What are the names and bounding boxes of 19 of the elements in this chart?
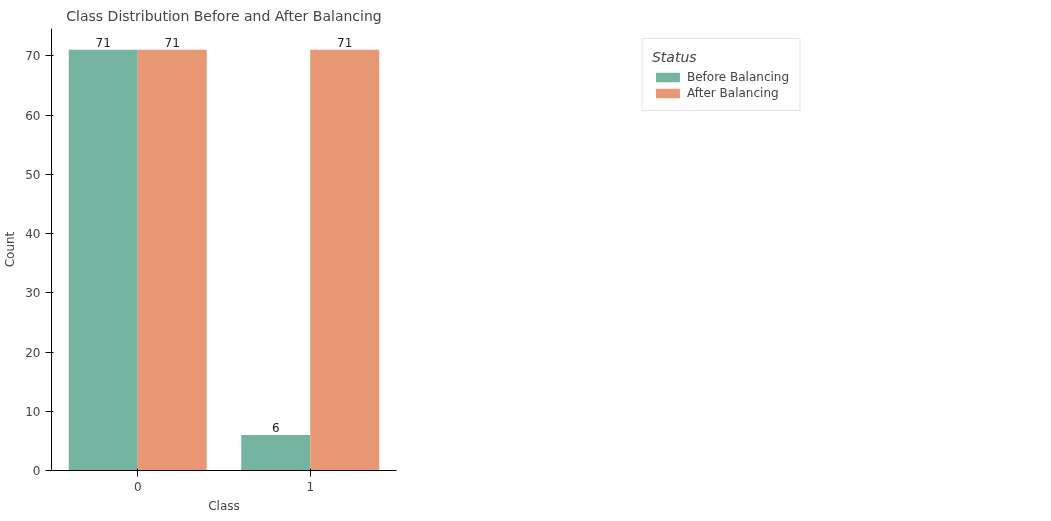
y-tick-label: 40 — [25, 227, 41, 241]
data-label: 6 — [271, 420, 280, 435]
y-tick-label: 20 — [25, 345, 41, 360]
y-tick-label: 70 — [25, 49, 41, 64]
y-tick-label: 10 — [25, 404, 41, 419]
x-axis-title: Class — [208, 498, 240, 513]
data-label: 71 — [95, 35, 111, 50]
y-tick-label: 0 — [32, 464, 41, 478]
y-tick-label: 60 — [25, 108, 41, 123]
x-tick-label: 1 — [306, 479, 315, 494]
data-label: 71 — [164, 35, 180, 50]
data-label: 71 — [337, 35, 353, 50]
y-axis-title: Count — [3, 231, 18, 268]
y-tick-label: 30 — [25, 286, 41, 301]
legend-label: After Balancing — [686, 86, 779, 100]
chart-title: Class Distribution Before and After Balancing — [66, 7, 382, 24]
y-tick-label: 50 — [25, 167, 41, 182]
legend-title: Status — [651, 49, 698, 65]
legend-label: Before Balancing — [686, 70, 790, 84]
